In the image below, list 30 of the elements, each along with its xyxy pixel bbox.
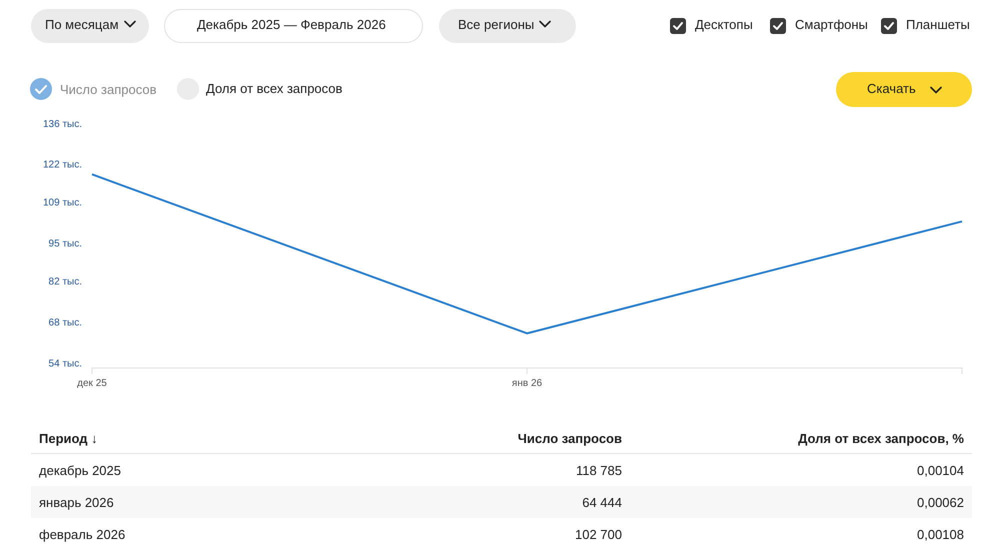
text: 102 700 [574,526,622,542]
text: Число запросов [518,430,622,446]
text: декабрь 2025 [38,462,122,478]
text: 64 444 [581,494,622,510]
text: Планшеты [906,17,970,32]
text: Все регионы [458,17,536,32]
text: Доля от всех запросов [206,81,342,96]
text: 0,00062 [916,494,965,510]
text: Доля от всех запросов, % [797,430,965,446]
legend-label: Число запросов [60,82,156,96]
text: 118 785 [574,462,622,478]
text: Декабрь 2025 — Февраль 2026 [197,17,386,32]
x-tick-label: янв 26 [512,378,543,389]
text: Скачать [867,81,916,96]
y-tick-label: 95 тыс. [48,238,82,250]
text: Десктопы [695,17,753,32]
x-tick-label: дек 25 [77,378,108,389]
text: По месяцам [45,17,120,32]
y-tick-label: 136 тыс. [42,118,82,130]
text: февраль 2026 [38,526,126,542]
text: 0,00104 [916,462,965,478]
y-tick-label: 54 тыс. [48,358,82,370]
text: Смартфоны [795,17,868,32]
y-tick-label: 68 тыс. [48,318,82,329]
text: Период ↓ [38,430,99,446]
y-tick-label: 109 тыс. [42,198,82,209]
text: январь 2026 [38,494,115,510]
y-tick-label: 122 тыс. [42,160,82,171]
text: 0,00108 [916,526,965,542]
y-tick-label: 82 тыс. [48,276,82,288]
